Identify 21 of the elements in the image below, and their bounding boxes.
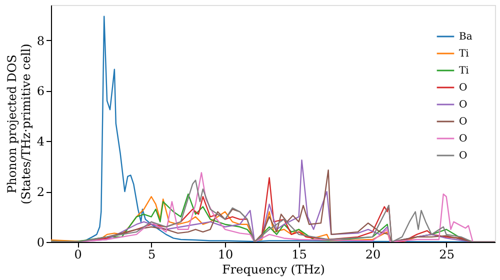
legend-label: O	[459, 116, 468, 128]
x-tick-label: 5	[148, 248, 156, 262]
x-tick-label: 20	[365, 248, 381, 262]
legend-label: Ti	[459, 48, 469, 60]
legend-label: Ti	[459, 66, 469, 76]
y-tick-label: 8	[36, 34, 44, 48]
legend-label: O	[459, 82, 468, 94]
y-tick-label: 2	[36, 185, 44, 200]
x-tick-label: 0	[74, 248, 82, 262]
legend-label: O	[459, 134, 468, 144]
x-axis-title: Frequency (THz)	[222, 262, 325, 276]
x-tick-label: 15	[292, 248, 307, 262]
x-tick-label: 25	[439, 248, 454, 262]
y-tick-label: 0	[36, 236, 44, 250]
legend-label: O	[459, 150, 468, 162]
y-tick-label: 4	[36, 134, 45, 149]
legend-label: Ba	[459, 32, 472, 42]
y-tick-label: 6	[36, 84, 44, 98]
x-tick-label: 10	[218, 248, 234, 262]
legend-label: O	[459, 100, 468, 110]
y-axis-title: Phonon projected DOS (States/THz·primitive cell)	[4, 44, 33, 204]
